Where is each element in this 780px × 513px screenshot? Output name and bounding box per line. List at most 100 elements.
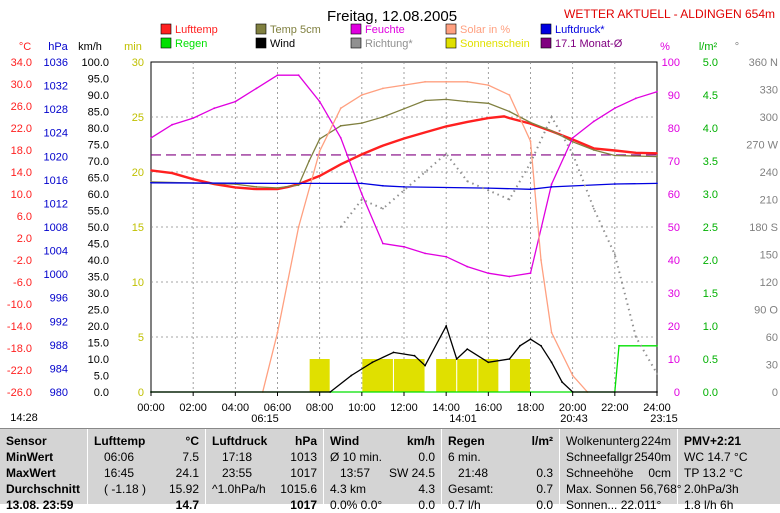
data-point — [382, 116, 384, 118]
sunshine-bar — [309, 359, 330, 392]
data-point — [613, 107, 616, 110]
sunshine-bar — [509, 359, 530, 392]
data-point — [234, 186, 237, 189]
ytick-direction: 0 — [772, 387, 778, 399]
lufttemp-trend: ( -1.18 ) — [104, 482, 147, 496]
ytick-wind: 80.0 — [88, 123, 109, 135]
legend-label: Wind — [270, 38, 295, 50]
axis-headers: °C hPa km/h min% l/m² ° — [19, 41, 739, 53]
xtick-label: 22:00 — [601, 402, 629, 414]
ytick-humidity: 50 — [668, 222, 680, 234]
data-point — [445, 125, 448, 128]
ytick-wind: 0.0 — [94, 387, 109, 399]
data-point — [618, 344, 620, 347]
data-point — [318, 100, 321, 103]
ytick-wind: 90.0 — [88, 90, 109, 102]
legend-swatch — [540, 23, 552, 35]
legend-swatch — [350, 37, 362, 49]
luftdruck-max-val: 1017 — [290, 466, 317, 480]
data-point — [339, 124, 342, 127]
data-point — [318, 150, 321, 153]
data-point — [382, 207, 384, 210]
ytick-temp: 26.0 — [11, 101, 32, 113]
wind-r4-b: 0.0 — [418, 498, 435, 512]
row-label-min: MinWert — [6, 450, 54, 464]
pmv-row-3: 1.8 l/h 6h — [684, 498, 734, 512]
legend-swatch — [350, 23, 362, 35]
ytick-wind: 30.0 — [88, 288, 109, 300]
data-point — [503, 115, 506, 118]
data-point — [550, 331, 553, 334]
stats-lufttemp-col: Lufttemp °C 06:06 7.5 16:45 24.1 ( -1.18 ) 1… — [88, 429, 206, 512]
stats-luftdruck-col: Luftdruck hPa 17:18 1013 23:55 1017 ^1.0hPa… — [206, 429, 324, 512]
data-point — [519, 344, 521, 347]
luftdruck-last: 1017 — [290, 498, 317, 512]
data-point — [255, 185, 258, 188]
ytick-humidity: 0 — [674, 387, 680, 399]
ytick-sun: 0 — [138, 387, 144, 399]
ytick-humidity: 80 — [668, 123, 680, 135]
data-point — [550, 129, 553, 132]
ytick-humidity: 30 — [668, 288, 680, 300]
data-point — [613, 149, 616, 152]
ytick-direction: 270 W — [746, 140, 778, 152]
ytick-direction: 360 N — [749, 57, 778, 69]
event-time: 20:43 — [560, 413, 588, 425]
regen-r2-b: 0.3 — [536, 466, 553, 480]
data-point — [445, 80, 448, 83]
ytick-rain: 5.0 — [703, 57, 718, 69]
data-point — [360, 198, 363, 201]
data-point — [445, 325, 448, 327]
xtick-label: 06:00 — [264, 402, 292, 414]
stats-regen-col: Regen l/m² 6 min. 21:48 0.3 Gesamt: 0.7 0.7… — [442, 429, 560, 512]
data-point — [561, 381, 564, 383]
data-point — [445, 255, 448, 258]
wind-r3-b: 4.3 — [418, 482, 435, 496]
ytick-pressure: 1036 — [44, 57, 68, 69]
ytick-humidity: 100 — [662, 57, 680, 69]
data-point — [318, 174, 321, 177]
ytick-wind: 100.0 — [81, 57, 109, 69]
pmv-row-1: TP 13.2 °C — [684, 466, 743, 480]
ytick-pressure: 1000 — [44, 269, 68, 281]
station-label: WETTER AKTUELL - ALDINGEN 654m — [564, 7, 775, 21]
legend-swatch — [540, 37, 552, 49]
data-point — [571, 140, 574, 143]
xtick-label: 00:00 — [137, 402, 165, 414]
data-point — [403, 84, 405, 86]
legend-label: Luftdruck* — [555, 24, 605, 36]
ytick-temp: 14.0 — [11, 167, 32, 179]
row-label-last: 13.08. 23:59 — [6, 498, 74, 512]
data-point — [656, 182, 658, 185]
ytick-pressure: 1028 — [44, 104, 68, 116]
data-point — [487, 187, 490, 190]
wind-r1-a: Ø 10 min. — [330, 450, 383, 464]
ytick-pressure: 996 — [50, 293, 68, 305]
data-point — [360, 153, 363, 156]
ytick-sun: 20 — [132, 167, 144, 179]
ytick-temp: -10.0 — [7, 299, 32, 311]
luftdruck-avg: 1015.6 — [280, 482, 317, 496]
data-point — [339, 107, 342, 110]
row-label-avg: Durchschnitt — [6, 482, 81, 496]
ytick-rain: 2.5 — [703, 222, 718, 234]
stats-sensor-col: Sensor MinWert MaxWert Durchschnitt 13.0… — [0, 429, 88, 512]
data-point — [571, 374, 574, 377]
ytick-wind: 5.0 — [94, 371, 109, 383]
axis-header-sun: min — [124, 41, 142, 53]
regen-r3-b: 0.7 — [536, 482, 553, 496]
data-point — [424, 364, 426, 367]
data-point — [635, 97, 637, 100]
ytick-temp: -14.0 — [7, 321, 32, 333]
data-point — [487, 361, 490, 364]
regen-r4-b: 0.0 — [536, 498, 553, 512]
data-point — [382, 87, 384, 90]
legend-swatch — [160, 23, 172, 35]
ytick-wind: 15.0 — [88, 338, 109, 350]
data-point — [635, 151, 637, 154]
data-point — [445, 98, 448, 101]
regen-unit: l/m² — [531, 434, 553, 448]
data-point — [550, 183, 553, 186]
data-point — [171, 123, 173, 126]
data-point — [529, 161, 532, 164]
